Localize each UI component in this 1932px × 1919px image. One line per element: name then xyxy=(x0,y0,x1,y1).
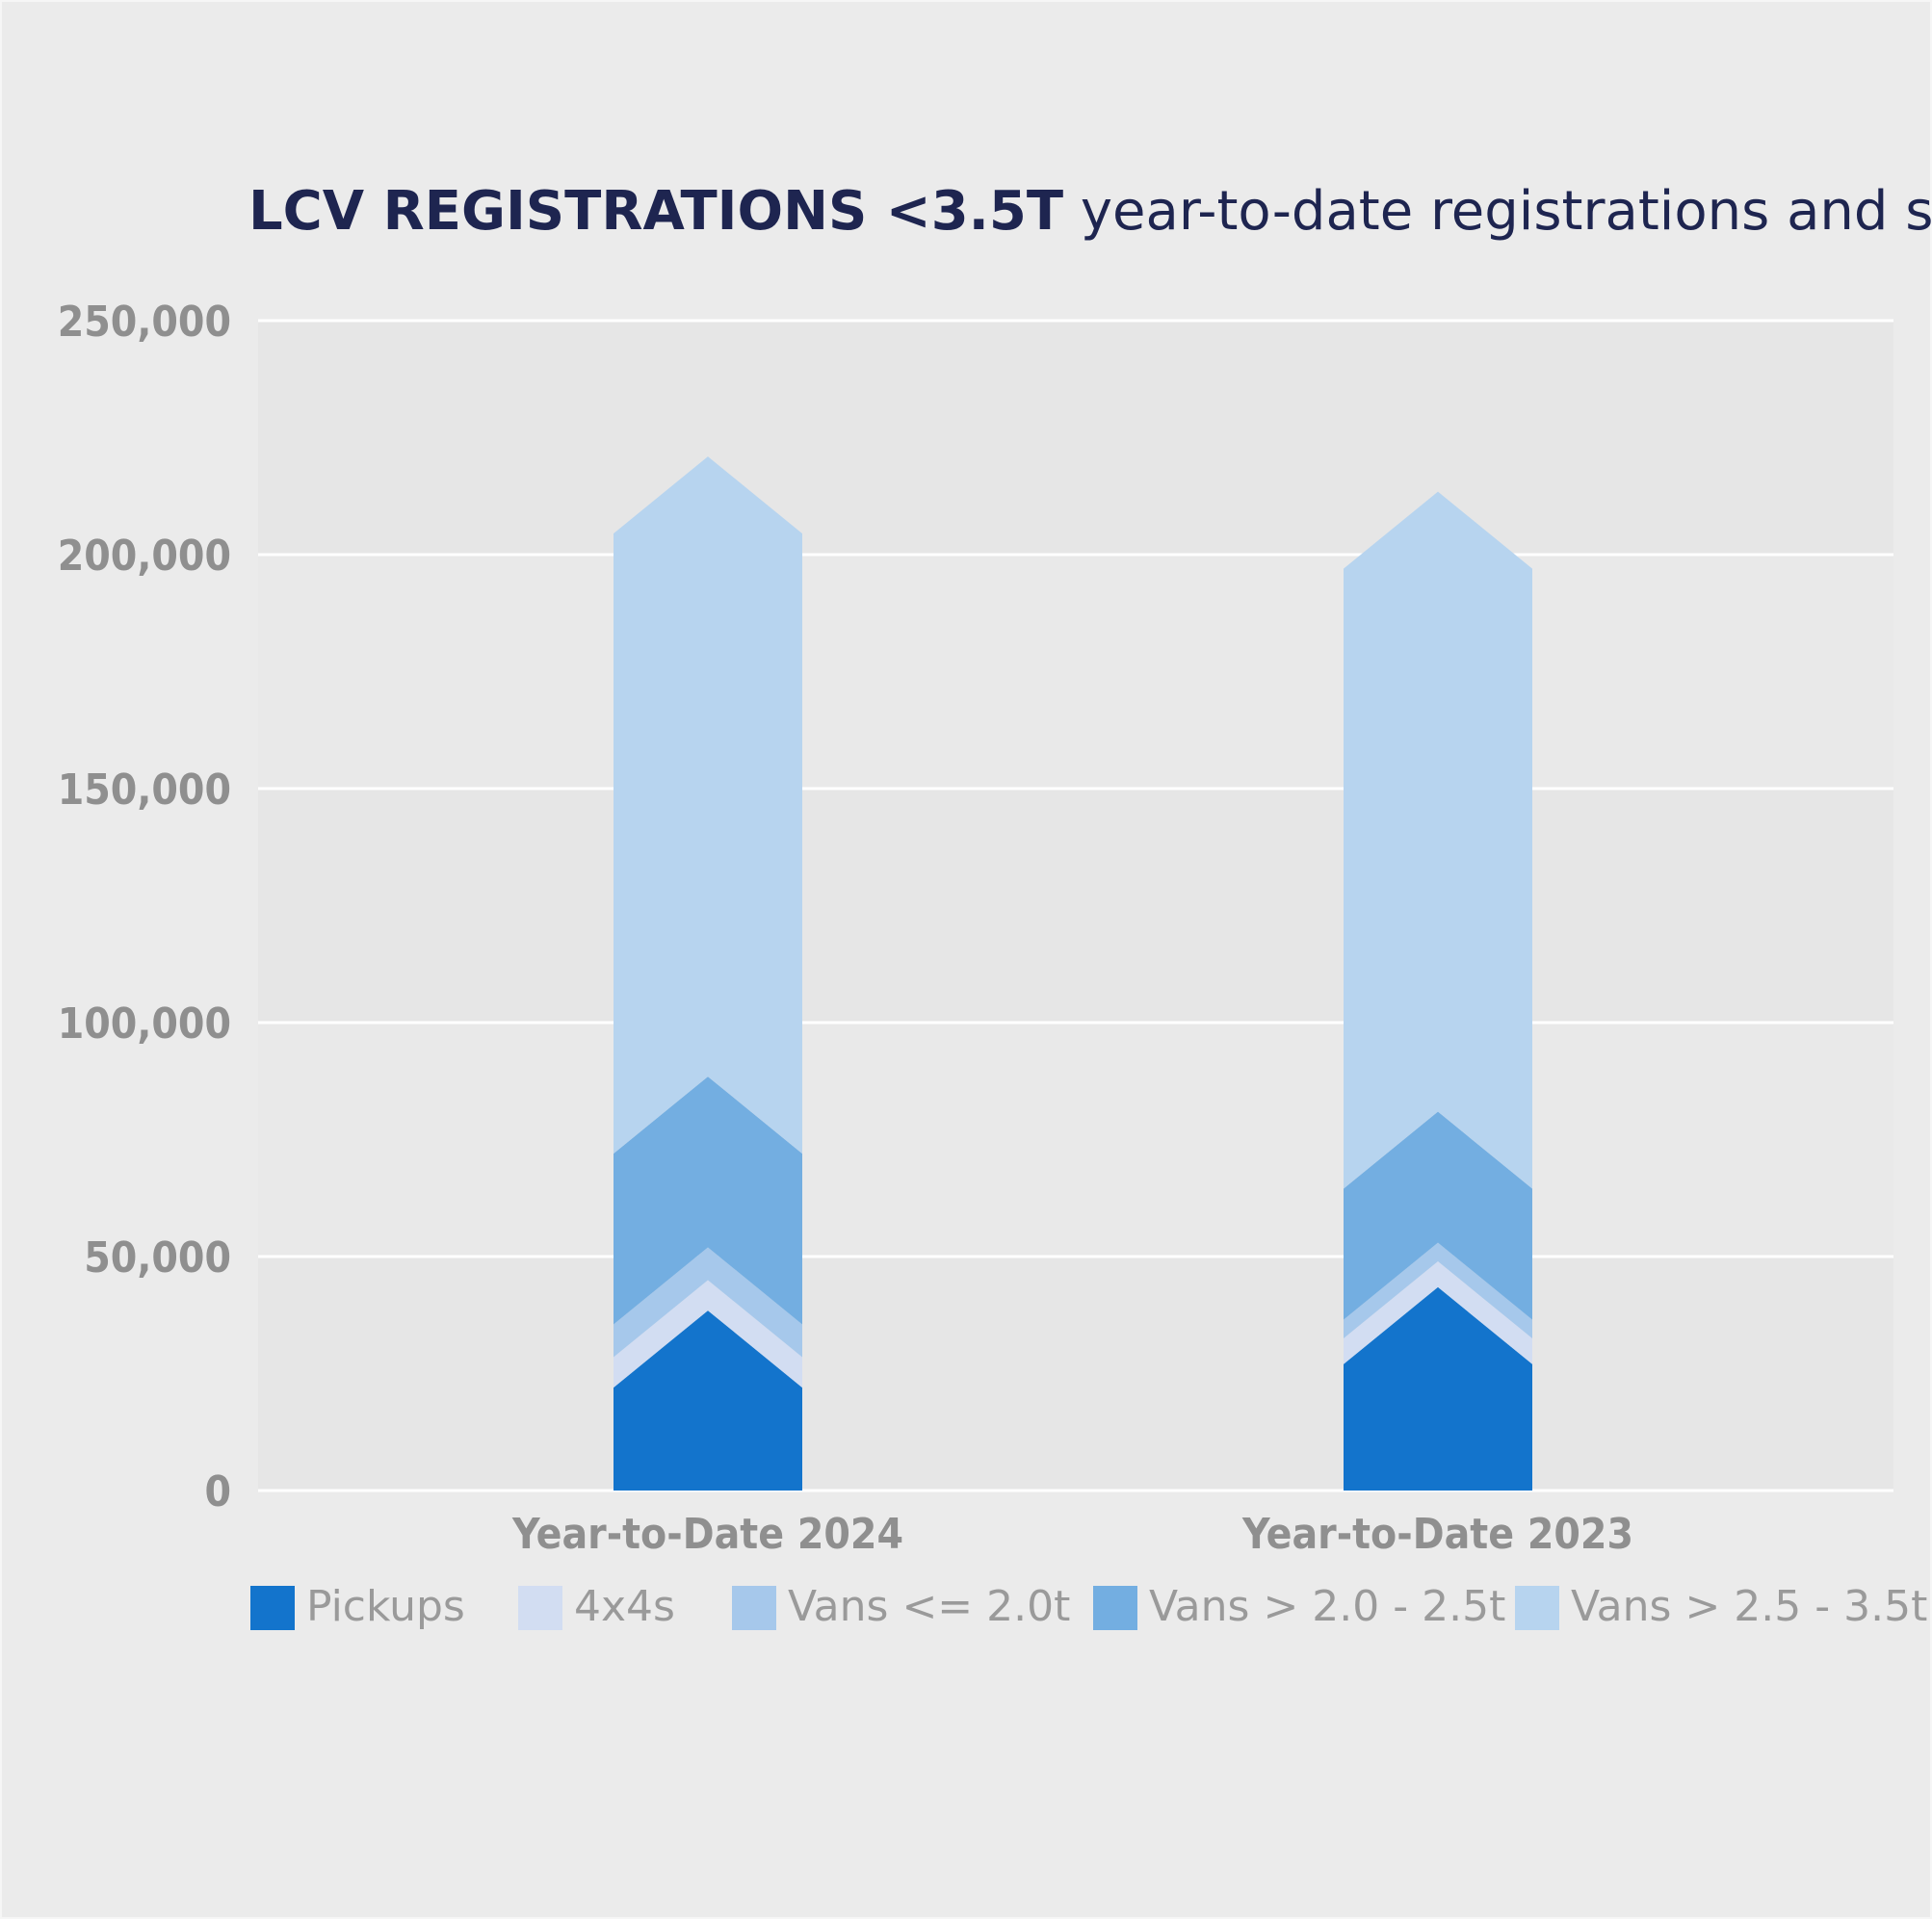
x-category-label: Year-to-Date 2024 xyxy=(511,1510,903,1559)
x-axis-categories: Year-to-Date 2024 Year-to-Date 2023 xyxy=(511,1510,1633,1559)
bar-segment xyxy=(614,1310,802,1491)
y-tick-label: 50,000 xyxy=(84,1233,231,1283)
legend-swatch xyxy=(250,1586,295,1630)
legend-item: Vans > 2.0 - 2.5t xyxy=(1093,1582,1505,1631)
legend-item: Pickups xyxy=(250,1582,465,1631)
legend-label: Vans > 2.5 - 3.5t xyxy=(1571,1582,1927,1631)
bar-segment xyxy=(1344,1261,1532,1364)
legend-label: Pickups xyxy=(306,1582,465,1631)
bar-segment xyxy=(1344,1242,1532,1339)
chart-title-rest: year-to-date registrations and split xyxy=(1063,180,1932,243)
bar-segment xyxy=(1344,491,1532,1189)
plot-bands xyxy=(258,321,1893,1491)
legend-item: Vans <= 2.0t xyxy=(732,1582,1070,1631)
legend-swatch xyxy=(1093,1586,1137,1630)
bar-stack xyxy=(614,456,802,1491)
legend: Pickups 4x4s Vans <= 2.0t Vans > 2.0 - 2.5t… xyxy=(250,1582,1927,1631)
bar-segment xyxy=(1344,1111,1532,1320)
y-axis-ticks: 0 50,000 100,000 150,000 200,000 250,000 xyxy=(58,298,231,1517)
bar-segment xyxy=(1344,1286,1532,1491)
plot-band xyxy=(258,789,1893,1023)
y-tick-label: 200,000 xyxy=(58,532,231,581)
plot-band xyxy=(258,555,1893,789)
plot-band xyxy=(258,321,1893,555)
bar-segment xyxy=(614,1076,802,1325)
y-tick-label: 0 xyxy=(204,1467,231,1517)
legend-label: Vans > 2.0 - 2.5t xyxy=(1149,1582,1505,1631)
legend-item: 4x4s xyxy=(518,1582,675,1631)
chart-title: LCV REGISTRATIONS <3.5T year-to-date reg… xyxy=(248,180,1932,243)
legend-label: Vans <= 2.0t xyxy=(788,1582,1070,1631)
bar-stack xyxy=(1344,491,1532,1491)
y-tick-label: 100,000 xyxy=(58,999,231,1049)
bar-segment xyxy=(614,1247,802,1358)
bars xyxy=(614,456,1532,1491)
chart-title-bold: LCV REGISTRATIONS <3.5T xyxy=(248,180,1063,243)
legend-label: 4x4s xyxy=(574,1582,675,1631)
gridlines xyxy=(258,319,1893,1492)
bar-segment xyxy=(614,1280,802,1388)
legend-item: Vans > 2.5 - 3.5t xyxy=(1515,1582,1927,1631)
plot-band xyxy=(258,1023,1893,1257)
plot-band xyxy=(258,1257,1893,1491)
x-category-label: Year-to-Date 2023 xyxy=(1241,1510,1633,1559)
bar-segment xyxy=(614,456,802,1154)
legend-swatch xyxy=(518,1586,562,1630)
y-tick-label: 250,000 xyxy=(58,298,231,347)
y-tick-label: 150,000 xyxy=(58,765,231,815)
legend-swatch xyxy=(732,1586,776,1630)
legend-swatch xyxy=(1515,1586,1559,1630)
